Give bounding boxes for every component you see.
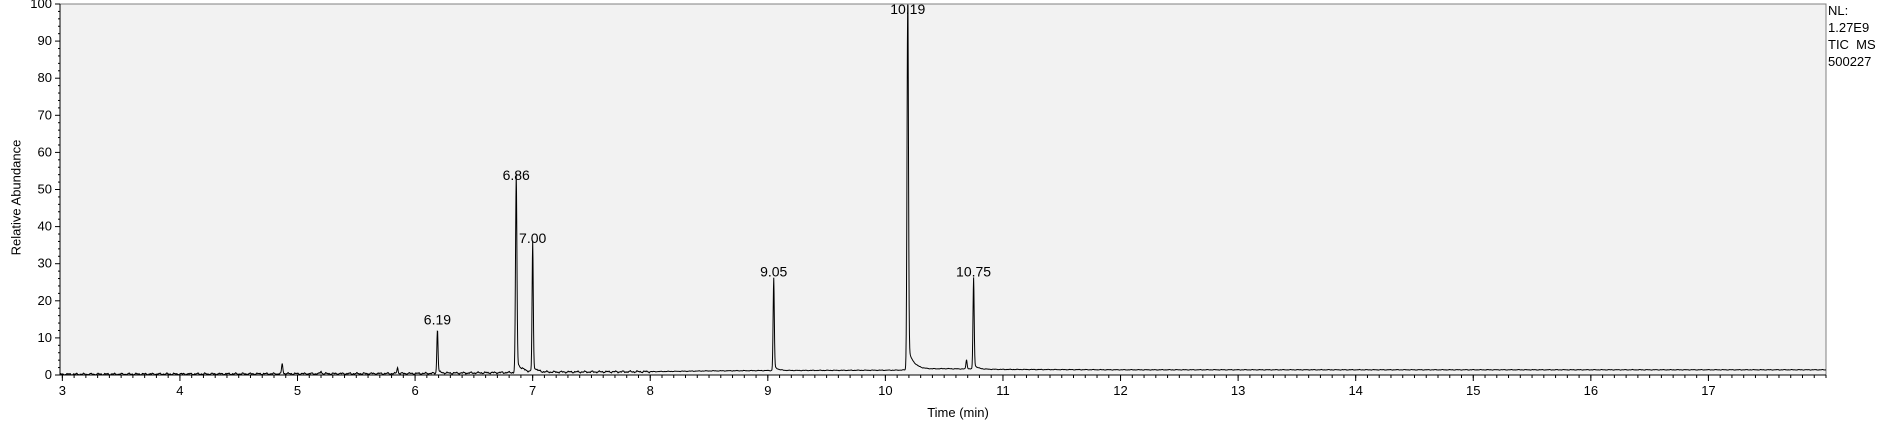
x-tick-label: 11 (996, 383, 1010, 398)
x-tick-label: 10 (878, 383, 892, 398)
plot-area (59, 3, 1827, 376)
x-tick-label: 17 (1701, 383, 1715, 398)
y-tick-label: 80 (38, 70, 52, 85)
y-tick-label: 100 (30, 0, 52, 11)
peak-label: 6.19 (424, 311, 451, 327)
x-axis-title: Time (min) (927, 405, 989, 420)
trace-layer (59, 4, 1827, 376)
sample-id: 500227 (1828, 54, 1872, 69)
nl-label: NL: (1828, 3, 1849, 18)
x-tick-label: 8 (647, 383, 654, 398)
peak-label: 10.75 (956, 263, 991, 279)
y-tick-label: 20 (38, 293, 52, 308)
x-tick-label: 13 (1231, 383, 1245, 398)
x-tick-label: 4 (176, 383, 183, 398)
x-tick-label: 7 (529, 383, 536, 398)
trace-label: TIC MS (1828, 37, 1876, 52)
y-tick-label: 0 (45, 367, 52, 382)
nl-value: 1.27E9 (1828, 20, 1870, 35)
x-tick-label: 6 (411, 383, 418, 398)
y-axis-title: Relative Abundance (8, 140, 23, 256)
peak-label-layer: 6.19 6.86 7.00 9.05 10.19 10.75 (424, 1, 991, 327)
y-tick-label: 90 (38, 33, 52, 48)
x-tick-label: 9 (764, 383, 771, 398)
x-tick-label: 12 (1113, 383, 1127, 398)
peak-label: 6.86 (503, 167, 530, 183)
y-tick-label: 50 (38, 182, 52, 197)
axis-layer: 0 10 20 30 40 50 60 70 80 90 100 3 4 5 6 7 8 9 10 11 12 13 14 1… (30, 0, 1827, 398)
x-tick-label: 5 (294, 383, 301, 398)
y-tick-label: 10 (38, 330, 52, 345)
peak-label: 7.00 (519, 230, 546, 246)
peak-label: 9.05 (760, 263, 787, 279)
y-tick-label: 30 (38, 256, 52, 271)
x-tick-label: 3 (59, 383, 66, 398)
y-tick-label: 60 (38, 144, 52, 159)
x-tick-label: 15 (1466, 383, 1480, 398)
peak-label: 10.19 (890, 1, 925, 17)
x-tick-label: 14 (1348, 383, 1362, 398)
y-tick-label: 40 (38, 219, 52, 234)
x-tick-label: 16 (1584, 383, 1598, 398)
tic-trace (59, 4, 1827, 376)
normalization-info: NL: 1.27E9 TIC MS 500227 (1828, 2, 1876, 70)
y-tick-label: 70 (38, 107, 52, 122)
